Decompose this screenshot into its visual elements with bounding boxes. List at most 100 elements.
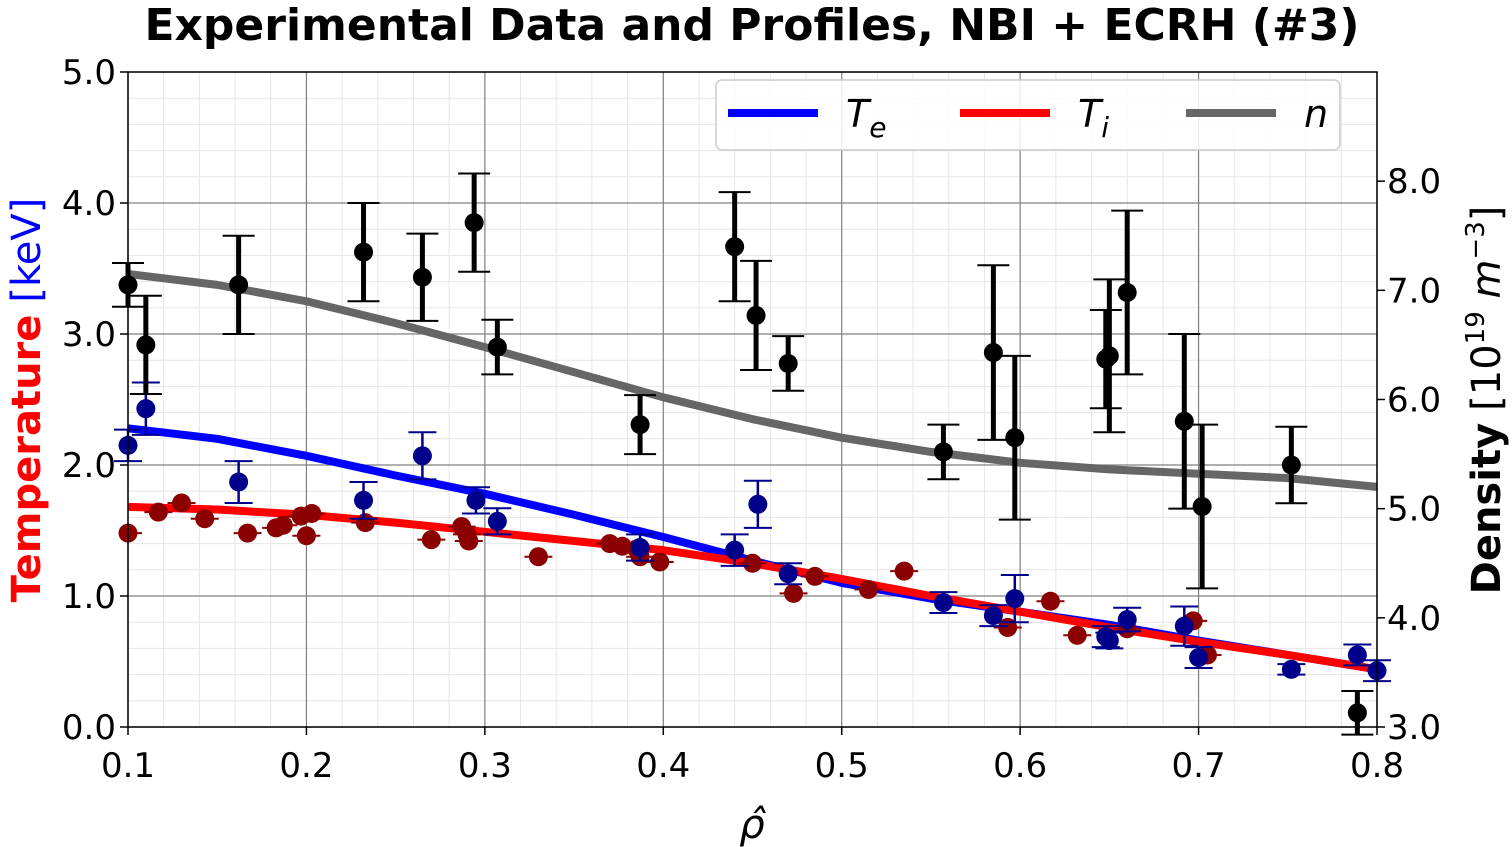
- n-measurement-point: [725, 237, 745, 257]
- y-left-tick-label: 5.0: [62, 53, 116, 93]
- ti-measurement-point: [172, 493, 192, 513]
- n-measurement-point: [746, 305, 766, 325]
- ti-measurement-point: [302, 503, 322, 523]
- n-measurement-point: [487, 337, 507, 357]
- legend-label-base: n: [1304, 92, 1328, 136]
- chart-title: Experimental Data and Profiles, NBI + EC…: [144, 0, 1359, 51]
- ti-measurement-point: [1040, 591, 1060, 611]
- n-measurement-point: [933, 442, 953, 462]
- n-measurement-point: [1117, 283, 1137, 303]
- x-tick-label: 0.5: [815, 746, 869, 786]
- ti-measurement-point: [743, 553, 762, 573]
- y-axis-right-label: Density [1019 m−3]: [1461, 206, 1510, 595]
- n-measurement-point: [354, 242, 374, 262]
- legend-label-subscript: e: [869, 111, 886, 144]
- te-measurement-point: [630, 538, 650, 558]
- ti-measurement-point: [858, 579, 878, 599]
- te-measurement-point: [933, 593, 953, 613]
- y-left-tick-label: 3.0: [62, 315, 116, 355]
- y-axis-left-label-main: Temperature: [4, 315, 50, 603]
- te-measurement-point: [983, 606, 1003, 626]
- n-measurement-point: [229, 275, 249, 295]
- te-measurement-point: [725, 540, 745, 560]
- legend: Te Ti n: [715, 79, 1341, 151]
- y-left-tick-label: 1.0: [62, 577, 116, 617]
- n-measurement-point: [1099, 346, 1119, 366]
- y-axis-right-label-unit-mid: m: [1464, 260, 1510, 312]
- te-measurement-point: [748, 494, 768, 514]
- n-measurement-point: [136, 335, 156, 355]
- y-left-tick-label: 2.0: [62, 446, 116, 486]
- te-measurement-point: [778, 564, 798, 584]
- te-measurement-point: [1005, 589, 1025, 609]
- te-measurement-point: [1117, 610, 1137, 630]
- ti-measurement-point: [1067, 625, 1087, 645]
- y-axis-right-label-main: Density: [1464, 423, 1510, 595]
- ti-measurement-point: [355, 513, 375, 533]
- y-axis-right-label-text: Density [1019 m−3]: [1461, 206, 1510, 595]
- n-measurement-point: [1192, 496, 1212, 516]
- n-measurement-point: [1281, 455, 1301, 475]
- y-right-tick-label: 6.0: [1387, 381, 1441, 421]
- te-measurement-point: [1189, 648, 1209, 668]
- legend-label-subscript: i: [1101, 111, 1109, 144]
- ti-measurement-point: [612, 536, 632, 556]
- ti-measurement-point: [894, 561, 914, 581]
- x-tick-label: 0.4: [636, 746, 690, 786]
- ti-measurement-point: [296, 526, 316, 546]
- ti-measurement-point: [148, 502, 168, 522]
- ti-measurement-point: [805, 566, 825, 586]
- ti-measurement-point: [650, 552, 670, 572]
- n-measurement-point: [983, 343, 1003, 363]
- ti-measurement-point: [459, 531, 479, 551]
- ti-measurement-point: [273, 515, 293, 535]
- n-measurement-point: [630, 415, 650, 435]
- profile-curve-n: [127, 269, 1378, 491]
- x-axis-label: ρ̂: [739, 802, 766, 847]
- legend-label-ti: Ti: [1078, 92, 1109, 144]
- te-measurement-point: [412, 446, 432, 466]
- te-measurement-point: [1174, 616, 1194, 636]
- y-axis-right-label-unit-exp2: −3: [1461, 221, 1491, 259]
- te-measurement-point: [1347, 645, 1367, 665]
- y-axis-right-label-unit-exp: 19: [1461, 311, 1491, 344]
- legend-label-te: Te: [846, 92, 886, 144]
- te-measurement-point: [466, 490, 486, 510]
- te-measurement-point: [354, 490, 374, 510]
- te-measurement-point: [136, 399, 156, 419]
- measurement-points: [112, 172, 1391, 736]
- ti-measurement-point: [528, 547, 548, 567]
- te-measurement-point: [229, 472, 249, 492]
- y-axis-left-label: Temperature [keV]: [4, 198, 50, 603]
- legend-label-base: T: [846, 92, 872, 136]
- y-right-tick-label: 8.0: [1387, 162, 1441, 202]
- te-measurement-point: [1281, 659, 1301, 679]
- y-right-tick-label: 5.0: [1387, 490, 1441, 530]
- n-measurement-point: [412, 267, 432, 287]
- y-axis-right-label-unit-prefix: [10: [1464, 344, 1510, 411]
- legend-label-base: T: [1078, 92, 1104, 136]
- n-measurement-point: [778, 353, 798, 373]
- y-axis-left-label-text: Temperature [keV]: [4, 198, 50, 603]
- legend-label-n: n: [1304, 92, 1328, 136]
- te-measurement-point: [1099, 631, 1119, 651]
- x-tick-label: 0.2: [279, 746, 333, 786]
- x-tick-label: 0.7: [1172, 746, 1226, 786]
- ti-measurement-point: [195, 509, 215, 529]
- y-left-tick-label: 0.0: [62, 708, 116, 748]
- y-right-tick-label: 7.0: [1387, 271, 1441, 311]
- ti-measurement-point: [421, 530, 441, 550]
- x-tick-label: 0.1: [101, 746, 155, 786]
- axis-ticks: 0.1 0.2 0.3 0.4 0.5 0.6 0.7 0.8 0.0 1.0 2.0 3.0 4.0 5…: [62, 53, 1441, 786]
- ti-measurement-point: [238, 523, 258, 543]
- y-right-tick-label: 3.0: [1387, 708, 1441, 748]
- x-tick-label: 0.3: [458, 746, 512, 786]
- n-measurement-point: [1005, 428, 1025, 448]
- n-measurement-point: [1347, 703, 1367, 723]
- x-tick-label: 0.8: [1350, 746, 1404, 786]
- ti-measurement-point: [784, 583, 804, 603]
- n-measurement-point: [464, 213, 484, 233]
- y-axis-right-label-unit-suffix: ]: [1464, 206, 1510, 222]
- x-tick-label: 0.6: [993, 746, 1047, 786]
